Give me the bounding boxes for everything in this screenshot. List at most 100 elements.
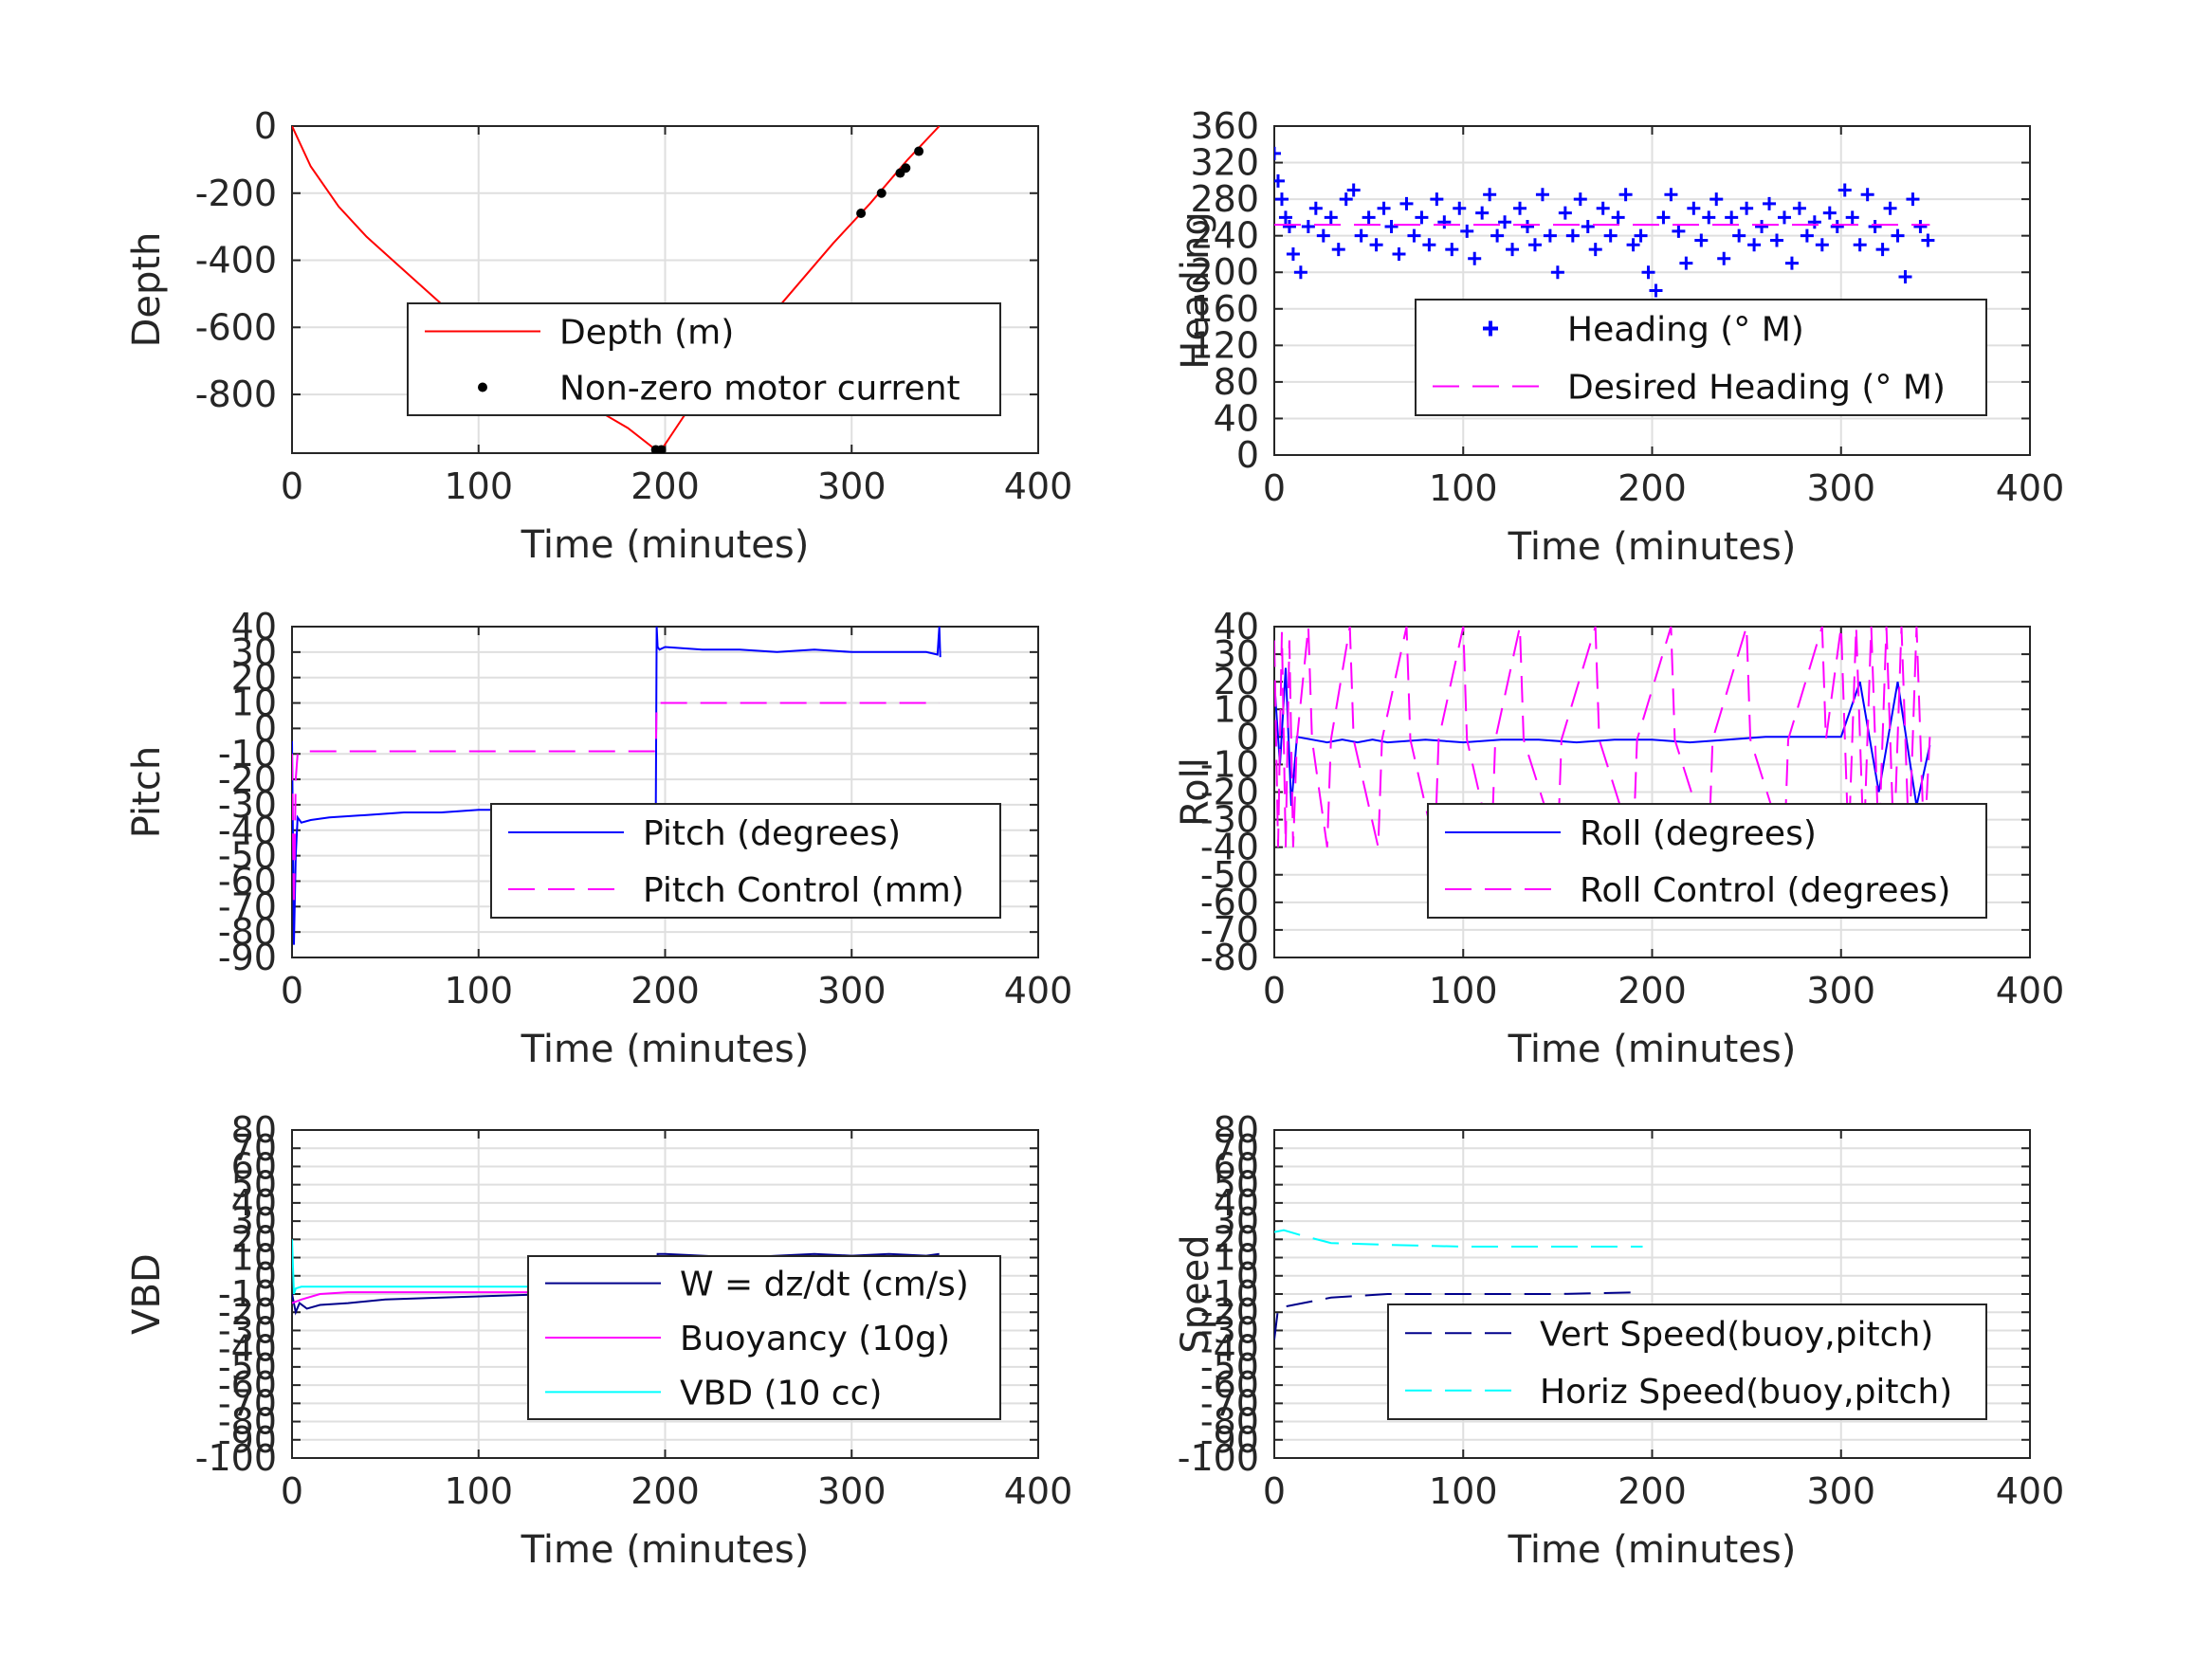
y-tick-label: 10 [231, 683, 277, 724]
data-point [1293, 265, 1307, 280]
data-point [1392, 246, 1406, 261]
series-line [1274, 667, 1931, 807]
y-tick-label: 360 [1190, 105, 1259, 147]
data-point [1274, 173, 1285, 188]
legend-label: Roll Control (degrees) [1580, 871, 1950, 910]
data-point [1763, 196, 1777, 210]
y-tick-label: 20 [1214, 1218, 1259, 1260]
data-point [1913, 220, 1928, 234]
y-tick-label: 70 [1214, 1127, 1259, 1169]
y-tick-label: 200 [1190, 251, 1259, 293]
y-tick-label: 160 [1190, 288, 1259, 330]
chart-roll: 0 100 200 300 400-80-70-60-50-40-30-20-10010… [1174, 606, 2064, 1071]
y-tick-label: 40 [1214, 606, 1259, 647]
legend: Pitch (degrees) Pitch Control (mm) [490, 803, 1001, 919]
y-tick-label: 60 [231, 1145, 277, 1187]
data-point [1415, 210, 1429, 225]
data-point [1845, 210, 1859, 225]
data-point [1792, 201, 1806, 215]
y-tick-label: 40 [231, 1182, 277, 1224]
legend: Vert Speed(buoy,pitch) Horiz Speed(buoy,p… [1387, 1304, 1987, 1420]
x-tick-label: 100 [444, 970, 513, 1012]
y-tick-label: 10 [1214, 688, 1259, 730]
data-point [1702, 210, 1716, 225]
y-tick-label: -30 [1200, 1309, 1259, 1351]
y-tick-label: 320 [1190, 142, 1259, 184]
legend-label: Vert Speed(buoy,pitch) [1540, 1315, 1933, 1354]
x-tick-label: 100 [444, 1470, 513, 1512]
y-axis-label: Speed [1174, 1234, 1217, 1353]
x-tick-label: 400 [1004, 1470, 1073, 1512]
x-tick-label: 400 [1996, 970, 2065, 1012]
legend-label: Desired Heading (° M) [1567, 369, 1946, 408]
y-tick-label: -60 [1200, 882, 1259, 923]
y-tick-label: -50 [1200, 1346, 1259, 1388]
y-tick-label: -80 [1200, 1401, 1259, 1443]
y-tick-label: -20 [1200, 772, 1259, 813]
x-tick-label: 100 [1429, 467, 1498, 509]
data-point [1339, 192, 1353, 207]
y-tick-label: -90 [1200, 1419, 1259, 1461]
data-point [1732, 228, 1746, 243]
y-tick-label: 40 [231, 606, 277, 647]
y-tick-label: 240 [1190, 215, 1259, 257]
data-point [1377, 201, 1391, 215]
y-tick-label: -10 [218, 1273, 277, 1315]
y-tick-label: -30 [1200, 799, 1259, 841]
data-point [1520, 220, 1534, 234]
y-tick-label: -40 [1200, 827, 1259, 868]
data-point [1278, 210, 1292, 225]
data-point [1725, 210, 1739, 225]
data-point [1475, 206, 1490, 220]
x-tick-label: 300 [1806, 1470, 1875, 1512]
data-point [1830, 220, 1844, 234]
legend-label: Heading (° M) [1567, 311, 1804, 350]
y-tick-label: -600 [195, 306, 277, 348]
chart-pitch: 0 100 200 300 400-90-80-70-60-50-40-30-20-10… [125, 606, 1072, 1071]
legend: W = dz/dt (cm/s) Buoyancy (10g) VBD (10 cc… [527, 1255, 1001, 1420]
y-tick-label: -70 [1200, 1382, 1259, 1424]
data-point [1891, 228, 1905, 243]
y-tick-label: 80 [1214, 1109, 1259, 1151]
y-tick-label: -400 [195, 240, 277, 282]
y-tick-label: -80 [218, 1401, 277, 1443]
y-tick-label: -70 [218, 1382, 277, 1424]
x-tick-label: 200 [1618, 1470, 1687, 1512]
x-axis-label: Time (minutes) [1508, 525, 1797, 569]
data-point [1422, 238, 1436, 252]
x-tick-label: 200 [1618, 467, 1687, 509]
data-point [1543, 228, 1557, 243]
y-axis-label: Depth [125, 232, 169, 348]
legend: Roll (degrees) Roll Control (degrees) [1427, 803, 1987, 919]
x-tick-label: 100 [1429, 970, 1498, 1012]
data-point [914, 146, 924, 156]
data-point [1354, 228, 1368, 243]
data-point [1883, 201, 1897, 215]
data-point [1656, 210, 1671, 225]
data-point [1717, 251, 1731, 265]
y-tick-label: 10 [1214, 1237, 1259, 1279]
x-tick-label: 400 [1996, 467, 2065, 509]
x-axis-label: Time (minutes) [1508, 1028, 1797, 1071]
data-point [1747, 238, 1762, 252]
x-tick-label: 300 [817, 970, 887, 1012]
y-tick-label: -10 [218, 733, 277, 775]
y-tick-label: -40 [218, 810, 277, 851]
x-tick-label: 0 [281, 970, 303, 1012]
x-axis-label: Time (minutes) [521, 1028, 810, 1071]
y-tick-label: 80 [1214, 361, 1259, 403]
data-point [1740, 201, 1754, 215]
x-tick-label: 200 [1618, 970, 1687, 1012]
y-axis-label: Pitch [125, 746, 169, 838]
data-point [876, 188, 887, 198]
y-tick-label: -30 [218, 784, 277, 826]
y-tick-label: -80 [218, 911, 277, 953]
x-tick-label: 200 [631, 465, 700, 507]
data-point [1755, 220, 1769, 234]
data-point [1770, 233, 1784, 247]
y-tick-label: -20 [218, 1291, 277, 1333]
x-tick-label: 0 [1263, 1470, 1286, 1512]
data-point [1581, 220, 1595, 234]
y-tick-label: 20 [1214, 661, 1259, 702]
x-tick-label: 0 [281, 465, 303, 507]
